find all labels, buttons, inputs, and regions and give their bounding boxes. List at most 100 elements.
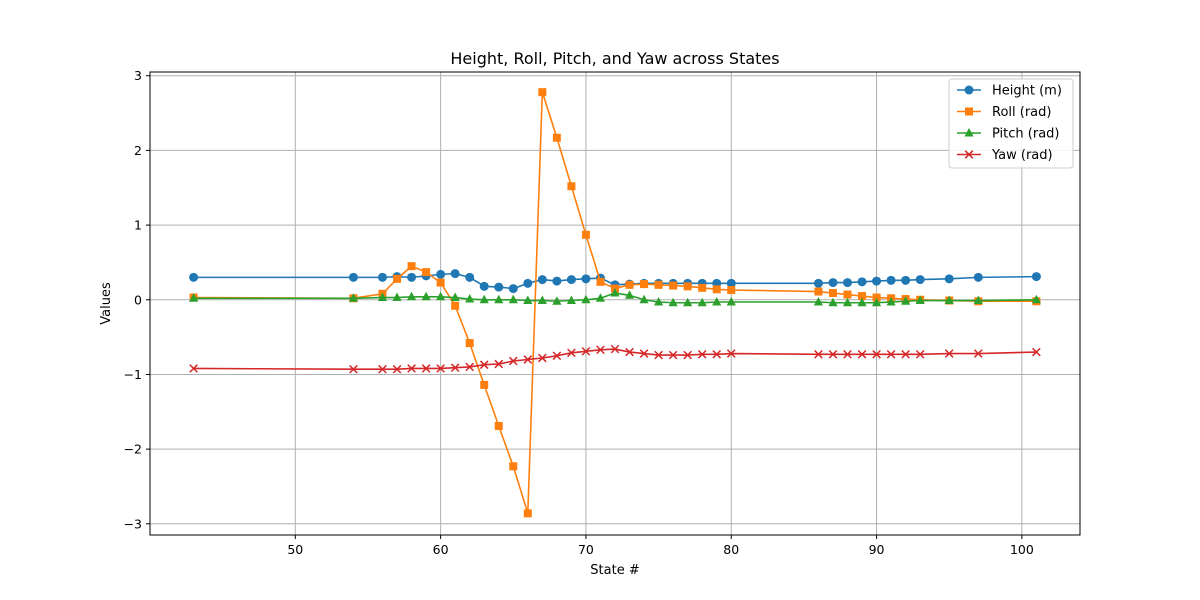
data-point: [901, 296, 911, 305]
data-point: [451, 301, 460, 310]
data-point: [349, 364, 358, 374]
data-point: [465, 362, 475, 372]
data-point: [523, 278, 533, 288]
data-point: [1032, 347, 1041, 357]
data-point: [901, 275, 911, 285]
data-point: [407, 272, 417, 282]
data-point: [843, 278, 852, 288]
legend-marker: [964, 128, 974, 137]
data-point: [189, 364, 198, 373]
data-point: [843, 349, 852, 359]
data-point: [843, 290, 852, 299]
x-tick-label: 60: [433, 542, 449, 557]
data-point: [421, 291, 431, 301]
data-point: [348, 272, 358, 282]
data-point: [669, 281, 678, 290]
data-point: [450, 292, 460, 302]
data-point: [421, 364, 431, 373]
data-point: [727, 286, 736, 295]
data-point: [188, 293, 199, 302]
data-point: [537, 295, 547, 305]
data-point: [610, 288, 620, 297]
data-point: [596, 345, 605, 355]
data-point: [538, 353, 547, 363]
data-point: [639, 349, 649, 358]
data-point: [494, 421, 503, 430]
data-point: [683, 282, 692, 291]
data-point: [668, 297, 678, 307]
series-layer: [188, 88, 1042, 518]
data-point: [828, 297, 838, 307]
data-point: [581, 294, 591, 304]
data-point: [465, 272, 475, 282]
data-point: [581, 274, 591, 284]
legend-marker: [964, 85, 974, 95]
x-tick-label: 80: [723, 542, 739, 557]
data-point: [378, 364, 387, 374]
data-point: [944, 295, 954, 305]
y-tick-label: 1: [134, 218, 142, 233]
data-point: [886, 275, 896, 285]
data-point: [552, 133, 561, 142]
data-point: [552, 276, 562, 286]
data-point: [872, 349, 881, 359]
legend-label: Roll (rad): [992, 105, 1051, 120]
data-point: [523, 355, 533, 364]
data-point: [407, 262, 416, 271]
data-point: [625, 347, 634, 357]
data-point: [567, 348, 576, 358]
axis-ticks: 50 60 70 80 90 100 −3 −2 −1 0 1 2 3: [124, 68, 1034, 557]
data-point: [581, 230, 590, 239]
legend-entry: Height (m): [957, 84, 1062, 99]
plot-frame: [149, 71, 1081, 536]
x-tick-label: 100: [1010, 542, 1034, 557]
data-point: [406, 291, 417, 301]
data-point: [973, 272, 983, 282]
data-point: [886, 297, 896, 306]
data-point: [973, 349, 983, 358]
data-point: [348, 293, 359, 302]
data-point: [639, 294, 649, 304]
data-point: [596, 277, 605, 286]
data-point: [828, 278, 838, 288]
data-point: [436, 278, 445, 287]
data-point: [566, 295, 577, 305]
data-point: [872, 276, 882, 286]
data-point: [377, 292, 388, 302]
data-point: [668, 350, 678, 360]
data-point: [436, 291, 446, 301]
data-point: [712, 349, 722, 359]
data-point: [538, 88, 547, 97]
data-point: [610, 344, 620, 354]
data-point: [857, 297, 867, 307]
data-point: [814, 287, 823, 296]
legend-marker: [965, 107, 973, 116]
series-line: [193, 348, 1037, 371]
data-point: [189, 272, 199, 282]
series-3: [189, 344, 1041, 374]
data-point: [508, 294, 518, 304]
x-tick-label: 70: [578, 542, 594, 557]
data-point: [523, 509, 532, 518]
legend-label: Pitch (rad): [992, 127, 1060, 142]
legend: Height (m) Roll (rad) Pitch (rad) Yaw (rad): [948, 78, 1074, 169]
data-point: [871, 297, 882, 307]
legend-box: [948, 78, 1074, 169]
data-point: [726, 297, 736, 306]
legend-entry: Pitch (rad): [957, 127, 1060, 142]
y-tick-label: −1: [124, 367, 142, 382]
data-point: [712, 285, 721, 294]
data-point: [653, 297, 664, 306]
data-point: [393, 274, 402, 283]
data-point: [436, 269, 446, 279]
y-axis-label: Values: [99, 282, 114, 325]
x-axis-label: State #: [590, 563, 639, 578]
data-point: [508, 284, 518, 294]
y-tick-label: −2: [124, 442, 142, 457]
data-point: [436, 364, 445, 373]
series-2: [188, 288, 1042, 307]
data-point: [494, 359, 504, 369]
data-point: [567, 182, 576, 191]
x-tick-label: 90: [869, 542, 885, 557]
